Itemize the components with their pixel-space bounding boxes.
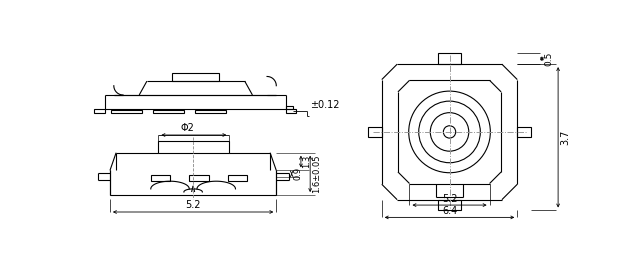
Text: 0.9: 0.9: [293, 167, 302, 180]
Text: 5.2: 5.2: [185, 200, 201, 210]
Text: 1.6±0.05: 1.6±0.05: [312, 154, 321, 193]
Bar: [94, 109, 105, 113]
Bar: [438, 53, 461, 64]
Bar: [173, 73, 219, 81]
Bar: [151, 175, 170, 181]
Bar: [111, 110, 141, 113]
Text: 6.4: 6.4: [442, 206, 457, 216]
Bar: [153, 110, 184, 113]
Text: ±0.12: ±0.12: [310, 100, 340, 110]
Bar: [227, 175, 247, 181]
Text: Φ2: Φ2: [180, 123, 194, 133]
Text: 0.5: 0.5: [544, 52, 553, 66]
Text: 5.2: 5.2: [442, 193, 458, 203]
Bar: [189, 175, 208, 181]
Bar: [368, 127, 381, 136]
Bar: [518, 127, 531, 136]
Bar: [438, 200, 461, 210]
Text: 3.7: 3.7: [560, 130, 571, 145]
Bar: [286, 109, 296, 113]
Bar: [196, 110, 226, 113]
Bar: [158, 141, 229, 153]
Bar: [286, 106, 293, 109]
Text: 1.3: 1.3: [302, 155, 311, 168]
